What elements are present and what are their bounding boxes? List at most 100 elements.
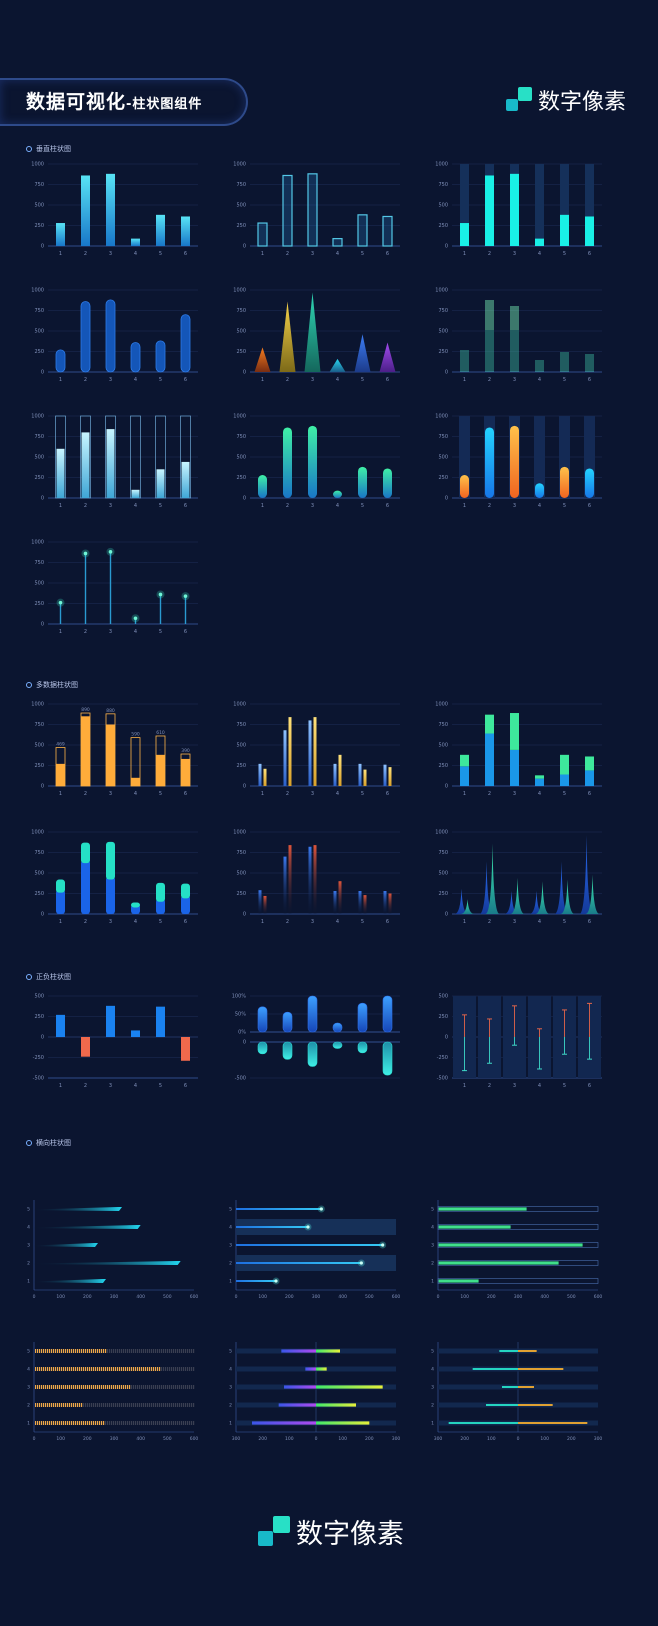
chart-h1: 0 100 200 300 400 500 600 1 2 3 4 5 bbox=[27, 1200, 198, 1300]
y-tick-label: 1000 bbox=[435, 702, 448, 708]
x-tick-label: 6 bbox=[184, 503, 187, 509]
x-tick-label: 1 bbox=[59, 629, 62, 635]
bar bbox=[438, 1279, 479, 1283]
bar bbox=[535, 775, 544, 779]
y-tick-label: 1000 bbox=[233, 830, 246, 836]
x-tick-label: 100 bbox=[258, 1294, 267, 1300]
x-tick-label: 5 bbox=[361, 919, 364, 925]
x-tick-label: 200 bbox=[365, 1436, 374, 1442]
y-tick-label: 500 bbox=[438, 743, 448, 749]
x-tick-label: 1 bbox=[463, 919, 466, 925]
x-tick-label: 500 bbox=[163, 1436, 172, 1442]
y-tick-label: 250 bbox=[438, 891, 448, 897]
x-tick-label: 0 bbox=[437, 1294, 440, 1300]
y-tick-label: 500 bbox=[34, 994, 44, 1000]
x-tick-label: 300 bbox=[312, 1294, 321, 1300]
bar-track bbox=[459, 416, 470, 498]
bar bbox=[257, 1041, 268, 1055]
x-tick-label: 100 bbox=[56, 1294, 65, 1300]
x-tick-label: 5 bbox=[563, 919, 566, 925]
y-tick-label: 500 bbox=[438, 203, 448, 209]
y-tick-label: 750 bbox=[236, 308, 246, 314]
x-tick-label: 6 bbox=[386, 919, 389, 925]
x-tick-label: 6 bbox=[588, 919, 591, 925]
bar bbox=[35, 1367, 195, 1371]
chart-v5: 0 250 500 750 1000 1 2 3 4 5 6 bbox=[233, 288, 400, 383]
bar bbox=[106, 876, 115, 914]
y-tick-label: 0 bbox=[243, 496, 246, 502]
bar bbox=[236, 1262, 362, 1264]
y-tick-label: 750 bbox=[34, 850, 44, 856]
bar bbox=[510, 173, 519, 246]
bar bbox=[258, 763, 262, 786]
x-tick-label: 1 bbox=[261, 251, 264, 257]
bar bbox=[535, 360, 544, 372]
bar bbox=[485, 733, 494, 786]
y-tick-label: 250 bbox=[236, 763, 246, 769]
bar bbox=[472, 1368, 518, 1370]
x-tick-label: 3 bbox=[109, 377, 112, 383]
bar bbox=[454, 888, 469, 914]
bar bbox=[332, 1041, 343, 1049]
bar bbox=[131, 489, 140, 498]
chart-v2: 0 250 500 750 1000 1 2 3 4 5 6 bbox=[233, 162, 400, 257]
y-tick-label: 1000 bbox=[233, 162, 246, 168]
y-tick-label: 5 bbox=[27, 1207, 30, 1213]
y-tick-label: 750 bbox=[34, 308, 44, 314]
x-tick-label: 2 bbox=[286, 791, 289, 797]
bar bbox=[460, 223, 469, 246]
y-tick-label: 0% bbox=[238, 1030, 246, 1036]
y-tick-label: 500 bbox=[34, 203, 44, 209]
bar-track bbox=[437, 1224, 599, 1230]
bar bbox=[156, 469, 165, 498]
bar bbox=[438, 1261, 559, 1265]
y-tick-label: 0 bbox=[243, 244, 246, 250]
bar bbox=[510, 306, 519, 372]
bar bbox=[81, 842, 90, 864]
x-tick-label: 5 bbox=[361, 791, 364, 797]
x-tick-label: 5 bbox=[563, 251, 566, 257]
x-tick-label: 200 bbox=[567, 1436, 576, 1442]
y-tick-label: 0 bbox=[445, 912, 448, 918]
bar bbox=[283, 730, 287, 786]
bar bbox=[278, 1403, 316, 1407]
bar bbox=[316, 1349, 340, 1353]
x-tick-label: 300 bbox=[434, 1436, 443, 1442]
bar-track bbox=[460, 164, 469, 246]
x-tick-label: 5 bbox=[159, 503, 162, 509]
x-tick-label: 4 bbox=[336, 251, 339, 257]
x-tick-label: 3 bbox=[513, 503, 516, 509]
footer-logo: 数字像素 bbox=[258, 1512, 404, 1551]
y-tick-label: 1000 bbox=[31, 288, 44, 294]
x-tick-label: 100 bbox=[540, 1436, 549, 1442]
bar-dot bbox=[108, 550, 113, 554]
y-tick-label: 3 bbox=[229, 1243, 232, 1249]
x-tick-label: 1 bbox=[463, 791, 466, 797]
bar bbox=[304, 292, 321, 372]
y-tick-label: 250 bbox=[236, 223, 246, 229]
bullet-icon bbox=[26, 974, 32, 980]
x-tick-label: 200 bbox=[487, 1294, 496, 1300]
y-tick-label: 0 bbox=[41, 496, 44, 502]
x-tick-label: 4 bbox=[134, 377, 137, 383]
y-tick-label: 1000 bbox=[31, 702, 44, 708]
x-tick-label: 4 bbox=[538, 919, 541, 925]
bar bbox=[510, 877, 525, 914]
bar bbox=[383, 468, 392, 498]
x-tick-label: 6 bbox=[184, 919, 187, 925]
y-tick-label: 250 bbox=[236, 349, 246, 355]
y-tick-label: -500 bbox=[235, 1076, 246, 1082]
bar bbox=[156, 882, 165, 902]
bar bbox=[510, 749, 519, 786]
bar bbox=[388, 767, 392, 786]
bar bbox=[236, 1208, 322, 1210]
bar bbox=[236, 1226, 308, 1228]
y-tick-label: 4 bbox=[27, 1367, 30, 1373]
y-tick-label: 750 bbox=[438, 308, 448, 314]
x-tick-label: 1 bbox=[59, 251, 62, 257]
x-tick-label: 1 bbox=[463, 1083, 466, 1089]
bar-dot bbox=[83, 551, 88, 556]
x-tick-label: 5 bbox=[563, 503, 566, 509]
bar bbox=[236, 1244, 383, 1246]
bar bbox=[585, 770, 594, 786]
